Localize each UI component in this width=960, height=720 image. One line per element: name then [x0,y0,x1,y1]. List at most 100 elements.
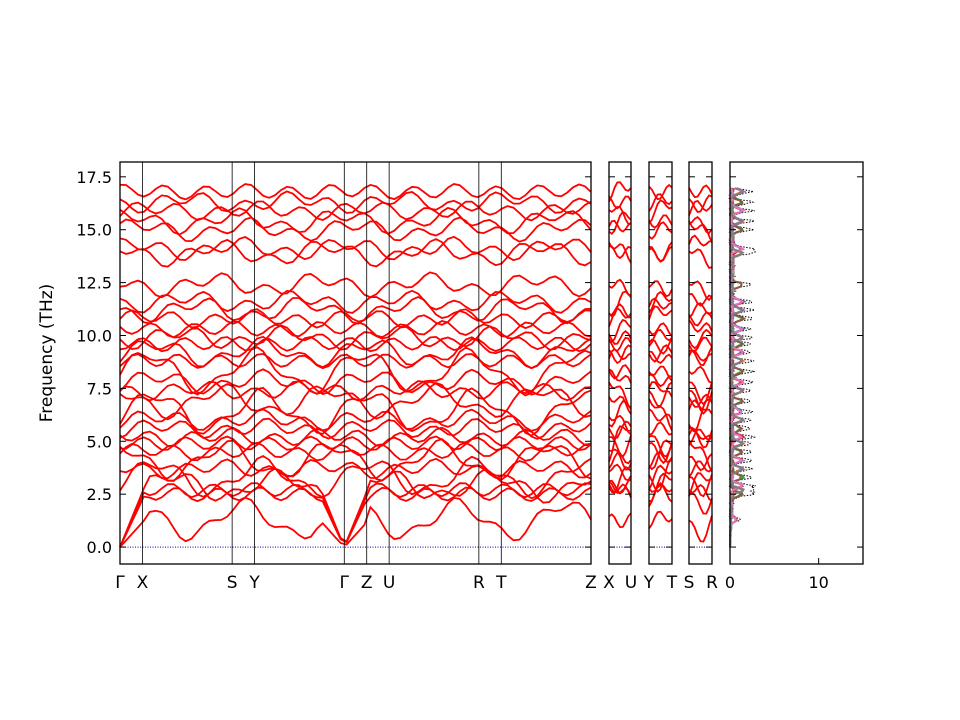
phonon-band [119,467,592,548]
phonon-band [688,302,713,319]
phonon-band [119,346,592,397]
phonon-band [608,368,632,384]
phonon-band [688,234,713,247]
phonon-band [608,512,632,529]
phonon-band [119,324,592,351]
y-tick-label: 5.0 [87,432,112,451]
phonon-band [648,183,673,201]
phonon-band [608,242,632,264]
phonon-band [688,215,713,235]
phonon-band [688,328,713,350]
high-symmetry-label: R [706,573,718,593]
partial-dos-curve [728,187,746,548]
phonon-band [648,290,673,314]
phonon-band [119,296,592,325]
phonon-band [648,456,673,493]
phonon-band [648,199,673,224]
phonon-band [119,368,592,396]
high-symmetry-label: Y [643,573,655,593]
high-symmetry-label: T [666,573,678,593]
phonon-band [119,382,592,421]
phonon-band [648,408,673,422]
phonon-band [648,297,673,310]
phonon-band [648,365,673,382]
phonon-band [119,352,592,370]
phonon-band [609,434,632,458]
phonon-band [608,466,632,494]
phonon-band [688,515,713,543]
y-tick-label: 0.0 [87,538,112,557]
phonon-band [688,248,713,269]
high-symmetry-label: U [625,573,637,593]
phonon-band [608,278,632,296]
y-tick-label: 10.0 [76,326,112,345]
phonon-band [119,216,592,243]
phonon-band [688,280,713,302]
phonon-band [608,483,632,499]
high-symmetry-label: S [684,573,695,593]
phonon-band [608,347,632,361]
high-symmetry-label: Z [361,573,373,593]
phonon-band [688,365,713,384]
phonon-band [608,336,632,353]
phonon-band [648,451,673,470]
partial-dos-curve [727,187,746,548]
panel-frame [119,161,592,565]
phonon-band [688,184,713,199]
phonon-band [688,293,713,307]
high-symmetry-label: R [473,573,485,593]
phonon-band [648,322,673,337]
high-symmetry-label: U [383,573,395,593]
high-symmetry-label: Z [585,573,597,593]
high-symmetry-label: S [227,573,238,593]
phonon-band [688,389,713,415]
phonon-band [648,421,673,436]
y-tick-label: 15.0 [76,221,112,240]
y-tick-label: 7.5 [87,379,112,398]
phonon-band [688,483,713,502]
panel-frame [648,161,673,565]
phonon-band [119,183,592,201]
y-tick-label: 2.5 [87,485,112,504]
phonon-band [688,453,713,472]
phonon-band [608,210,632,236]
phonon-band [688,439,713,473]
phonon-band [119,454,592,500]
high-symmetry-label: X [603,573,615,593]
phonon-band [119,457,592,480]
phonon-band [648,483,673,503]
phonon-band [119,438,592,482]
phonon-band [688,428,713,441]
phonon-band [648,305,673,320]
phonon-band [648,214,673,229]
phonon-band [688,460,713,478]
panel-frame [608,161,632,565]
phonon-band [608,195,632,210]
phonon-band [688,473,713,498]
phonon-band [119,308,592,330]
phonon-band [608,478,632,495]
phonon-band [119,190,592,214]
phonon-band [608,303,631,319]
dos-panel: 0 10 [725,161,864,592]
phonon-band [648,350,673,364]
phonon-band [119,417,592,440]
phonon-band [119,200,592,222]
phonon-band [648,193,673,212]
phonon-band [648,221,673,240]
phonon-band [648,434,673,458]
phonon-band [119,496,592,548]
phonon-band [648,510,673,530]
phonon-band [608,414,632,436]
phonon-band [119,206,592,236]
y-axis-label: Frequency (THz) [37,284,57,423]
y-tick-labels: 0.0 2.5 5.0 7.5 10.0 12.5 15.0 17.5 [76,168,112,557]
phonon-band [648,329,673,347]
phonon-band [648,280,673,298]
y-tick-label: 12.5 [76,274,112,293]
phonon-band [119,441,592,462]
phonon-band [608,318,632,344]
